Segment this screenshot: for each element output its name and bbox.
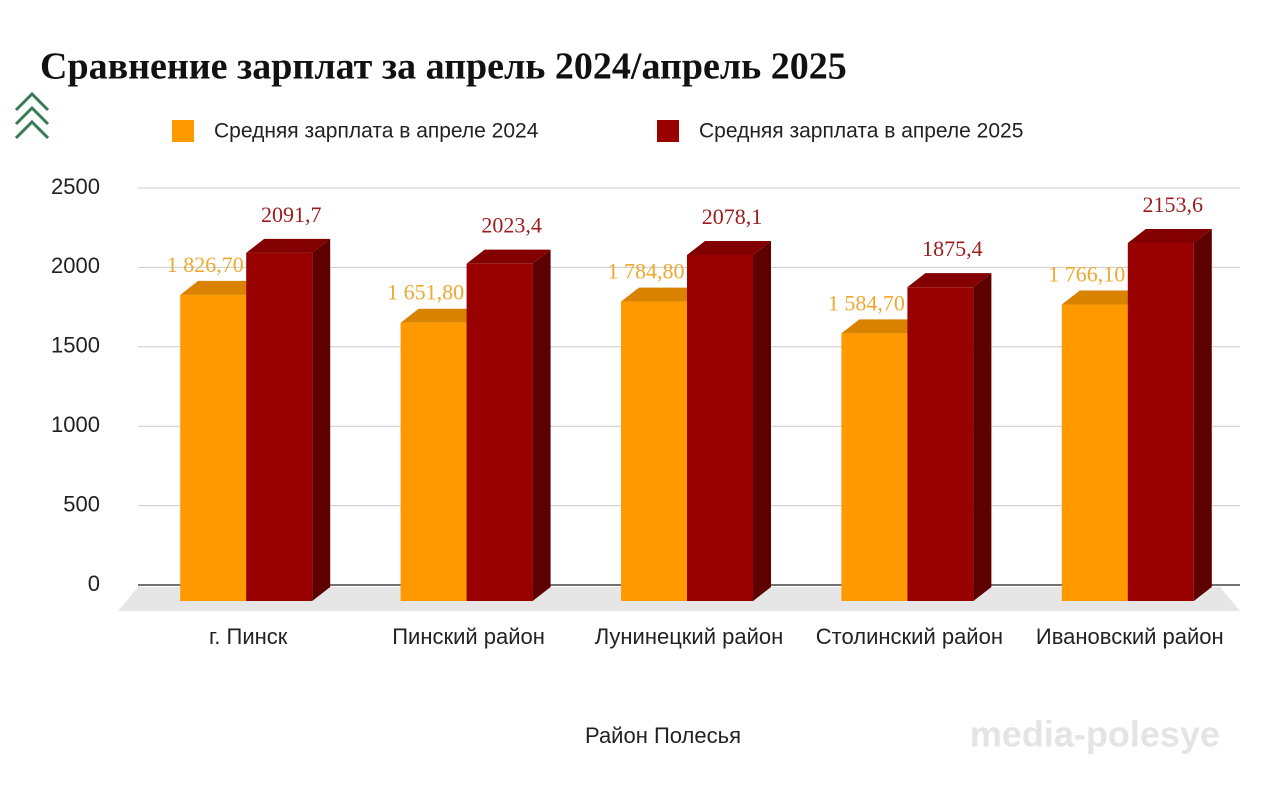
bar <box>687 240 771 601</box>
legend-swatch <box>657 120 679 142</box>
bar-front <box>1061 304 1128 601</box>
value-label: 1 784,80 <box>608 259 685 284</box>
y-tick-label: 2000 <box>51 253 100 278</box>
bar-side <box>312 238 331 601</box>
bar <box>1127 229 1212 602</box>
bar-top <box>466 249 551 264</box>
value-label: 2153,6 <box>1143 192 1204 217</box>
value-label: 2023,4 <box>481 213 542 238</box>
y-tick-label: 2500 <box>51 174 100 199</box>
bar-side <box>753 240 771 601</box>
y-tick-label: 1000 <box>51 412 100 437</box>
bar-front <box>400 322 467 601</box>
bar <box>466 249 551 601</box>
bar-top <box>841 319 926 334</box>
bar-front <box>1127 243 1194 602</box>
bar-front <box>466 263 533 601</box>
watermark: media-polesye <box>970 714 1220 755</box>
y-tick-label: 500 <box>63 491 100 516</box>
value-label: 2091,7 <box>261 202 322 227</box>
bar-front <box>246 252 313 601</box>
x-tick-label: Пинский район <box>392 624 545 649</box>
y-tick-label: 1500 <box>51 333 100 358</box>
bar-front <box>687 254 753 601</box>
x-axis-label: Район Полесья <box>585 723 741 748</box>
value-label: 1 584,70 <box>828 290 905 315</box>
y-tick-label: 0 <box>88 571 100 596</box>
x-tick-label: Столинский район <box>815 624 1003 649</box>
bar-front <box>907 287 974 601</box>
x-tick-label: Ивановский район <box>1035 624 1224 649</box>
bar <box>907 273 992 601</box>
bar <box>246 238 331 601</box>
bar-top <box>180 280 265 295</box>
value-label: 1 651,80 <box>387 280 464 305</box>
bar-top <box>1127 229 1212 244</box>
legend-label: Средняя зарплата в апреле 2025 <box>699 120 1023 143</box>
value-label: 1 826,70 <box>167 252 244 277</box>
x-tick-label: Лунинецкий район <box>594 624 784 649</box>
bar-top <box>400 308 485 323</box>
bar-top <box>687 240 771 255</box>
bar-front <box>841 333 908 601</box>
bar-front <box>621 301 687 601</box>
x-tick-label: г. Пинск <box>208 624 288 649</box>
bar-front <box>180 294 247 601</box>
bar-side <box>1193 229 1212 602</box>
bar-top <box>621 287 705 302</box>
logo <box>14 91 50 140</box>
bar-side <box>973 273 992 601</box>
legend-label: Средняя зарплата в апреле 2024 <box>214 120 539 143</box>
value-label: 1875,4 <box>922 236 983 261</box>
bar-top <box>1061 290 1146 305</box>
legend-swatch <box>172 120 194 142</box>
chart-title: Сравнение зарплат за апрель 2024/апрель … <box>40 46 847 88</box>
value-label: 1 766,10 <box>1048 262 1125 287</box>
bar-top <box>246 238 331 253</box>
value-label: 2078,1 <box>702 204 763 229</box>
bar-top <box>907 273 992 288</box>
bar-side <box>532 249 551 601</box>
